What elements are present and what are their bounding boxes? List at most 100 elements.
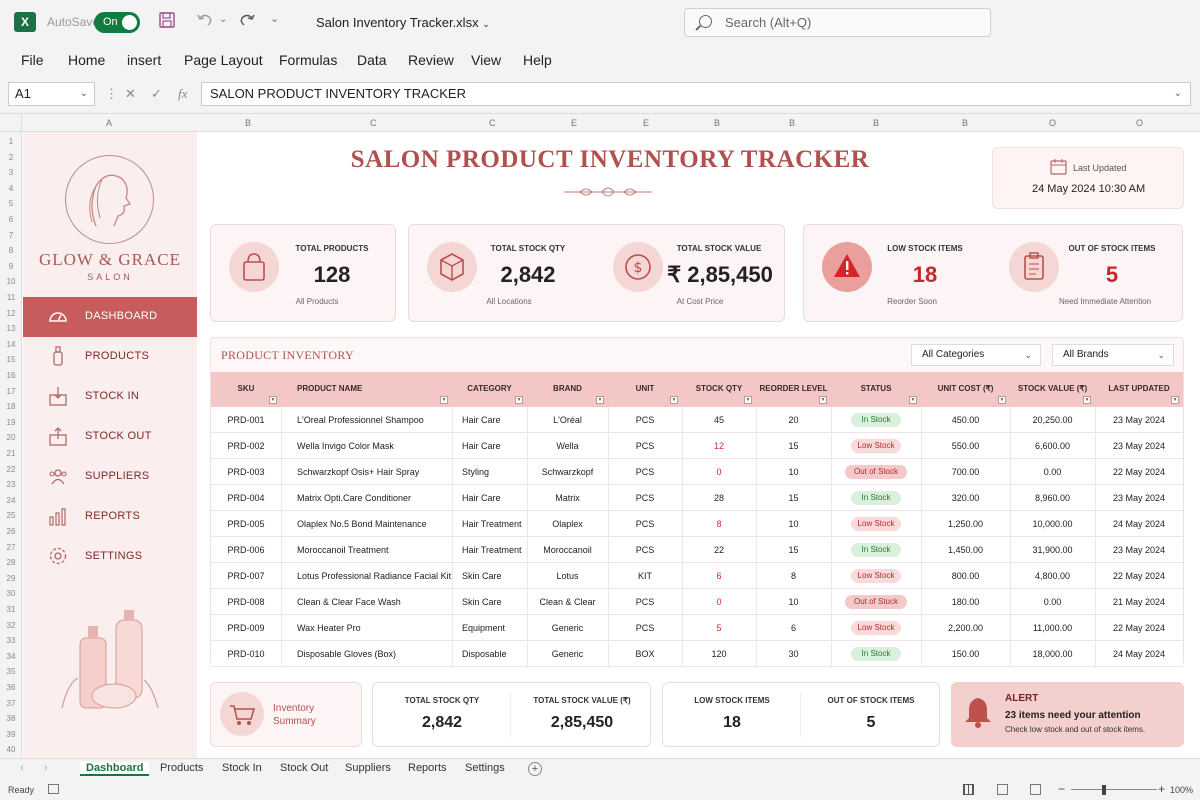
filter-button-icon[interactable]: ▼ bbox=[515, 396, 523, 404]
menu-page-layout[interactable]: Page Layout bbox=[184, 52, 263, 68]
formula-input[interactable]: SALON PRODUCT INVENTORY TRACKER ⌄ bbox=[201, 82, 1191, 106]
row-header[interactable]: 9 bbox=[8, 261, 14, 271]
table-row[interactable] bbox=[211, 459, 1183, 485]
table-row[interactable] bbox=[211, 485, 1183, 511]
column-header[interactable]: C bbox=[370, 118, 377, 128]
file-name[interactable]: Salon Inventory Tracker.xlsx ⌄ bbox=[316, 15, 490, 30]
zoom-slider-handle[interactable] bbox=[1102, 785, 1106, 795]
nav-suppliers[interactable]: SUPPLIERS bbox=[23, 457, 197, 497]
row-header[interactable]: 23 bbox=[6, 480, 16, 490]
nav-reports[interactable]: REPORTS bbox=[23, 497, 197, 537]
filter-button-icon[interactable]: ▼ bbox=[819, 396, 827, 404]
row-header[interactable]: 18 bbox=[6, 402, 16, 412]
column-header[interactable]: A bbox=[106, 118, 113, 128]
previous-sheet-icon[interactable]: ‹ bbox=[20, 762, 24, 774]
row-header[interactable]: 28 bbox=[6, 558, 16, 568]
sheet-tab-suppliers[interactable]: Suppliers bbox=[345, 762, 391, 774]
row-header[interactable]: 1 bbox=[8, 137, 14, 146]
menu-formulas[interactable]: Formulas bbox=[279, 52, 338, 68]
row-header[interactable]: 29 bbox=[6, 573, 16, 583]
zoom-slider[interactable] bbox=[1071, 789, 1157, 790]
row-header[interactable]: 12 bbox=[6, 308, 16, 318]
row-header[interactable]: 4 bbox=[8, 183, 14, 193]
row-header[interactable]: 38 bbox=[6, 714, 16, 724]
row-header[interactable]: 8 bbox=[8, 246, 14, 256]
table-row[interactable] bbox=[211, 537, 1183, 563]
row-header[interactable]: 5 bbox=[8, 199, 14, 209]
add-sheet-icon[interactable]: + bbox=[528, 762, 542, 776]
sheet-tab-products[interactable]: Products bbox=[160, 762, 204, 774]
table-row[interactable] bbox=[211, 433, 1183, 459]
row-header[interactable]: 32 bbox=[6, 620, 16, 630]
menu-home[interactable]: Home bbox=[68, 52, 106, 68]
filter-button-icon[interactable]: ▼ bbox=[1083, 396, 1091, 404]
column-header[interactable]: B bbox=[873, 118, 880, 128]
column-header[interactable]: C bbox=[489, 118, 496, 128]
column-header[interactable]: E bbox=[643, 118, 650, 128]
select-all-corner[interactable] bbox=[0, 114, 22, 132]
normal-view-icon[interactable] bbox=[963, 784, 974, 795]
page-break-view-icon[interactable] bbox=[1030, 784, 1041, 795]
column-header[interactable]: B bbox=[962, 118, 969, 128]
cancel-icon[interactable]: ✕ bbox=[125, 86, 136, 101]
row-header[interactable]: 17 bbox=[6, 386, 16, 396]
customize-toolbar-icon[interactable]: ⌄ bbox=[270, 13, 280, 25]
sheet-tab-settings[interactable]: Settings bbox=[465, 762, 505, 774]
row-header[interactable]: 35 bbox=[6, 667, 16, 677]
sheet-tab-stock-out[interactable]: Stock Out bbox=[280, 762, 329, 774]
search-input[interactable]: Search (Alt+Q) bbox=[684, 8, 991, 37]
zoom-in-icon[interactable]: + bbox=[1158, 782, 1166, 796]
filter-button-icon[interactable]: ▼ bbox=[998, 396, 1006, 404]
row-header[interactable]: 10 bbox=[6, 277, 16, 287]
sheet-tab-stock-in[interactable]: Stock In bbox=[222, 762, 262, 774]
menu-help[interactable]: Help bbox=[523, 52, 552, 68]
brand-filter-dropdown[interactable]: All Brands ⌄ bbox=[1052, 344, 1174, 366]
filter-button-icon[interactable]: ▼ bbox=[596, 396, 604, 404]
column-header[interactable]: B bbox=[714, 118, 721, 128]
row-header[interactable]: 2 bbox=[8, 152, 14, 162]
save-icon[interactable] bbox=[158, 11, 176, 34]
row-header[interactable]: 11 bbox=[6, 293, 16, 302]
zoom-level[interactable]: 100% bbox=[1170, 785, 1194, 795]
menu-view[interactable]: View bbox=[471, 52, 502, 68]
row-header[interactable]: 22 bbox=[6, 464, 16, 474]
row-header[interactable]: 36 bbox=[6, 683, 16, 692]
column-header[interactable]: E bbox=[571, 118, 578, 128]
row-header[interactable]: 39 bbox=[6, 729, 16, 739]
nav-settings[interactable]: SETTINGS bbox=[23, 537, 197, 577]
table-row[interactable] bbox=[211, 511, 1183, 537]
nav-stock-in[interactable]: STOCK IN bbox=[23, 377, 197, 417]
enter-icon[interactable]: ✓ bbox=[151, 86, 162, 101]
row-header[interactable]: 25 bbox=[6, 511, 16, 521]
category-filter-dropdown[interactable]: All Categories ⌄ bbox=[911, 344, 1041, 366]
column-header[interactable]: O bbox=[1049, 118, 1057, 128]
filter-button-icon[interactable]: ▼ bbox=[1171, 396, 1179, 404]
column-header[interactable]: B bbox=[789, 118, 796, 128]
row-header[interactable]: 20 bbox=[6, 433, 16, 443]
row-header[interactable]: 31 bbox=[6, 605, 16, 614]
nav-products[interactable]: PRODUCTS bbox=[23, 337, 197, 377]
filter-button-icon[interactable]: ▼ bbox=[909, 396, 917, 404]
row-header[interactable]: 33 bbox=[6, 636, 16, 646]
filter-button-icon[interactable]: ▼ bbox=[269, 396, 277, 404]
name-box[interactable]: A1 ⌄ bbox=[8, 82, 95, 106]
row-header[interactable]: 24 bbox=[6, 495, 16, 505]
chevron-down-icon[interactable]: ⌄ bbox=[1173, 88, 1182, 99]
row-header[interactable]: 16 bbox=[6, 371, 16, 380]
row-header[interactable]: 3 bbox=[8, 168, 14, 178]
redo-icon[interactable] bbox=[238, 11, 256, 34]
filter-button-icon[interactable]: ▼ bbox=[670, 396, 678, 404]
nav-stock-out[interactable]: STOCK OUT bbox=[23, 417, 197, 457]
nav-dashboard[interactable]: DASHBOARD bbox=[23, 297, 197, 337]
table-row[interactable] bbox=[211, 589, 1183, 615]
sheet-tab-dashboard[interactable]: Dashboard bbox=[80, 762, 150, 776]
column-header[interactable]: B bbox=[245, 118, 252, 128]
menu-insert[interactable]: insert bbox=[127, 52, 162, 68]
row-header[interactable]: 19 bbox=[6, 417, 16, 427]
row-header[interactable]: 40 bbox=[6, 745, 16, 755]
accessibility-icon[interactable] bbox=[48, 784, 59, 794]
menu-file[interactable]: File bbox=[21, 52, 44, 68]
menu-data[interactable]: Data bbox=[357, 52, 387, 68]
row-header[interactable]: 21 bbox=[6, 449, 16, 458]
table-row[interactable] bbox=[211, 615, 1183, 641]
